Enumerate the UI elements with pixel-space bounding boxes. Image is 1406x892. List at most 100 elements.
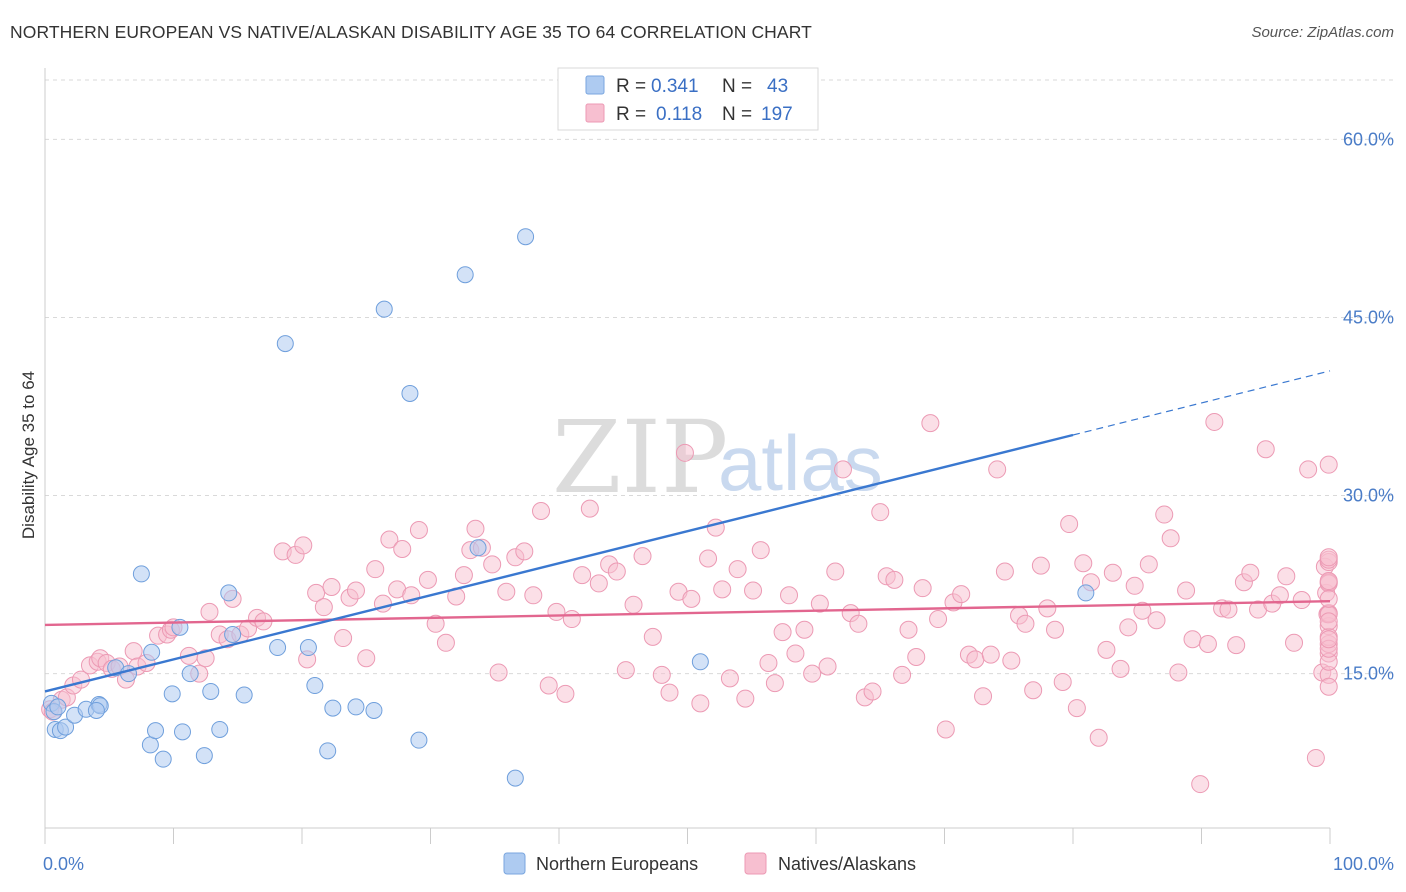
natives-point-55 [466,519,485,538]
northern-point-35 [410,731,428,749]
legend: R = 0.341 N = 43 R = 0.118 N = 197 [557,67,819,131]
watermark-zip: ZIP [552,399,728,516]
northern-point-5 [57,718,75,736]
natives-point-92 [765,674,784,693]
natives-point-59 [497,582,516,601]
y-axis-label: Disability Age 35 to 64 [19,371,38,539]
natives-point-166 [1306,748,1325,767]
natives-point-69 [580,499,599,518]
natives-point-62 [524,586,543,605]
natives-point-165 [1299,460,1318,479]
natives-point-119 [966,650,985,669]
northern-point-19 [181,665,199,683]
natives-point-138 [1103,563,1122,582]
northern-point-41 [1077,584,1095,602]
natives-point-106 [871,503,890,522]
natives-point-132 [1060,515,1079,534]
natives-point-68 [573,566,592,585]
natives-point-72 [607,562,626,581]
legend-n-value-pink: 197 [761,104,793,125]
northern-point-20 [195,747,213,765]
bottom-legend-swatch-blue [503,852,526,875]
natives-point-75 [633,547,652,566]
x-tick-label-0: 0.0% [43,854,84,874]
natives-point-124 [1002,651,1021,670]
northern-point-29 [319,742,337,760]
natives-point-64 [539,676,558,695]
northern-point-30 [324,699,342,717]
natives-point-163 [1285,633,1304,652]
northern-point-15 [154,750,172,768]
natives-point-78 [660,683,679,702]
natives-point-117 [952,585,971,604]
natives-point-115 [936,720,955,739]
natives-point-57 [483,555,502,574]
northern-point-21 [202,682,220,700]
legend-r-label-pink: R = [616,104,646,125]
natives-point-145 [1155,505,1174,524]
natives-point-82 [691,694,710,713]
natives-point-128 [1031,556,1050,575]
natives-point-65 [547,602,566,621]
y-tick-label-0: 15.0% [1343,664,1394,684]
natives-point-126 [1016,614,1035,633]
legend-swatch-pink [585,103,605,123]
natives-point-66 [556,684,575,703]
natives-point-151 [1198,634,1217,653]
legend-r-value-blue: 0.341 [651,76,699,97]
legend-n-label-pink: N = [722,104,752,125]
natives-point-131 [1053,672,1072,691]
natives-point-134 [1074,554,1093,573]
northern-point-27 [299,639,317,657]
watermark: ZIP atlas [552,399,883,516]
natives-point-61 [515,542,534,561]
source-label: Source: ZipAtlas.com [1251,24,1394,41]
natives-point-81 [682,589,701,608]
natives-point-93 [773,623,792,642]
natives-point-41 [357,649,376,668]
natives-point-149 [1183,630,1202,649]
northern-point-44 [147,722,165,740]
natives-point-103 [849,614,868,633]
natives-point-111 [907,648,926,667]
natives-point-42 [366,560,385,579]
tick-labels: 15.0% 30.0% 45.0% 60.0% 0.0% 100.0% [43,129,1394,874]
natives-point-85 [713,580,732,599]
northern-point-43 [224,625,242,643]
legend-n-label-blue: N = [722,76,752,97]
y-tick-label-2: 45.0% [1343,307,1394,327]
natives-point-122 [988,460,1007,479]
y-tick-label-1: 30.0% [1343,486,1394,506]
northern-point-36 [456,266,474,284]
natives-point-46 [393,539,412,558]
natives-point-109 [893,665,912,684]
natives-point-35 [307,583,326,602]
natives-point-133 [1067,699,1086,718]
natives-point-98 [810,594,829,613]
natives-point-150 [1191,775,1210,794]
bottom-legend-label-blue: Northern Europeans [536,854,698,874]
natives-point-48 [409,520,428,539]
natives-point-70 [589,574,608,593]
natives-point-146 [1161,529,1180,548]
northern-trend-line [44,433,1074,693]
natives-point-130 [1046,620,1065,639]
natives-point-155 [1227,636,1246,655]
bottom-legend: Northern Europeans Natives/Alaskans [503,852,916,875]
natives-point-127 [1024,681,1043,700]
natives-point-137 [1097,640,1116,659]
natives-point-101 [833,460,852,479]
legend-r-label-blue: R = [616,76,646,97]
natives-point-74 [624,595,643,614]
natives-point-80 [675,443,694,462]
northern-point-37 [469,539,487,557]
northern-point-14 [143,643,161,661]
natives-point-120 [974,687,993,706]
natives-point-139 [1111,659,1130,678]
northern-point-31 [347,698,365,716]
natives-point-105 [863,682,882,701]
natives-point-129 [1038,599,1057,618]
natives-point-87 [728,560,747,579]
northern-point-39 [517,228,535,246]
northern-point-33 [375,300,393,318]
